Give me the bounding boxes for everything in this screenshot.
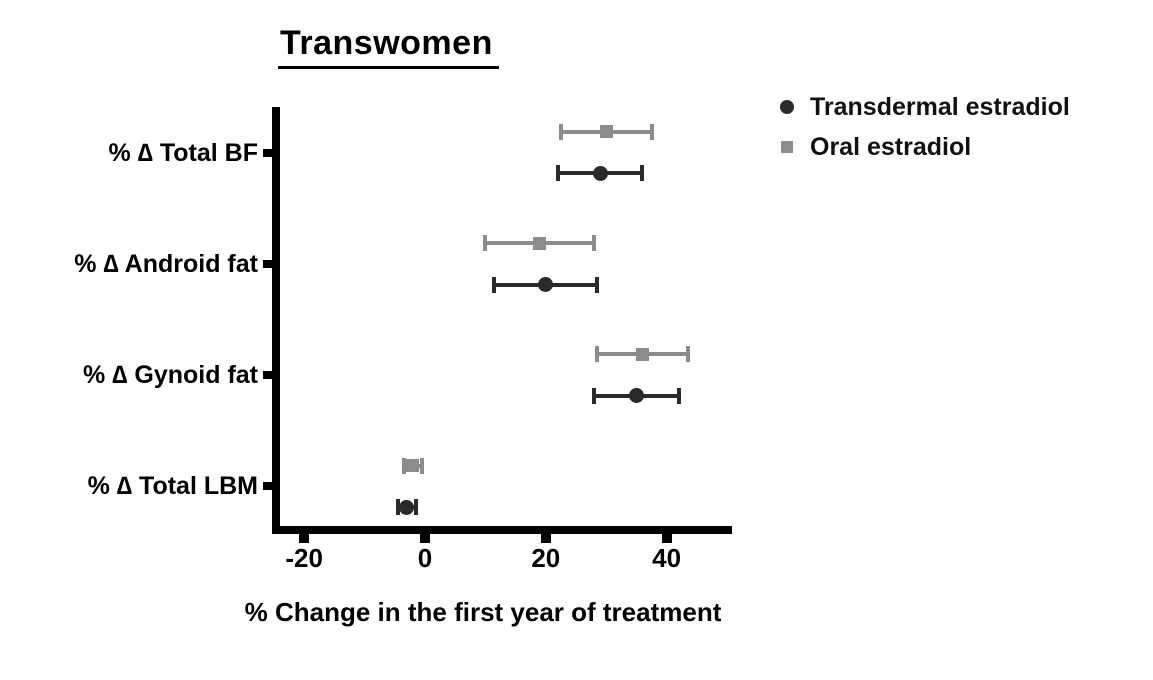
legend-item-transdermal: Transdermal estradiol (778, 87, 1070, 127)
error-bar-cap (395, 499, 400, 516)
legend-marker-box (778, 100, 796, 114)
legend-item-oral: Oral estradiol (778, 127, 1070, 167)
y-axis-tick (263, 259, 273, 268)
category-label: % ∆ Gynoid fat (82, 361, 258, 390)
data-point-circle (628, 388, 644, 404)
legend-marker-box (778, 141, 796, 153)
x-axis-tick (540, 534, 551, 543)
error-bar-cap (555, 165, 560, 182)
y-axis-tick (263, 482, 273, 491)
y-axis-line (272, 107, 280, 534)
x-tick-label: 0 (417, 543, 433, 573)
error-bar-cap (592, 387, 597, 404)
error-bar-cap (492, 276, 497, 293)
y-axis-tick (263, 148, 273, 157)
error-bar-cap (419, 457, 424, 474)
error-bar-cap (401, 457, 406, 474)
error-bar-cap (685, 346, 690, 363)
error-bar-cap (649, 123, 654, 140)
transdermal-circle-icon (780, 100, 794, 114)
category-label: % ∆ Total LBM (87, 472, 258, 501)
chart-title: Transwomen (278, 24, 499, 69)
data-point-circle (538, 277, 554, 293)
data-point-square (599, 125, 613, 139)
x-tick-label: -20 (285, 543, 323, 573)
data-point-circle (592, 165, 608, 181)
error-bar-cap (558, 123, 563, 140)
data-point-square (406, 459, 420, 473)
oral-square-icon (781, 141, 793, 153)
data-point-square (635, 347, 649, 361)
error-bar-cap (592, 235, 597, 251)
x-axis-tick (661, 534, 672, 543)
legend-label-transdermal: Transdermal estradiol (810, 92, 1070, 121)
x-tick-label: 40 (652, 543, 682, 573)
error-bar-cap (595, 276, 600, 293)
error-bar-cap (483, 235, 488, 251)
data-point-square (533, 236, 547, 250)
error-bar-cap (413, 499, 418, 516)
x-axis-tick (420, 534, 430, 543)
error-bar-cap (595, 346, 600, 363)
x-axis-tick (299, 534, 310, 543)
category-label: % ∆ Total BF (108, 138, 258, 167)
x-axis-label: % Change in the first year of treatment (244, 597, 722, 627)
category-label: % ∆ Android fat (74, 249, 258, 278)
legend-label-oral: Oral estradiol (810, 132, 972, 161)
error-bar-cap (640, 165, 645, 182)
legend: Transdermal estradiol Oral estradiol (778, 87, 1070, 167)
x-tick-label: 20 (531, 543, 561, 573)
error-bar-cap (676, 387, 681, 404)
x-axis-line (272, 526, 732, 534)
y-axis-tick (263, 371, 273, 380)
data-point-circle (399, 499, 415, 515)
